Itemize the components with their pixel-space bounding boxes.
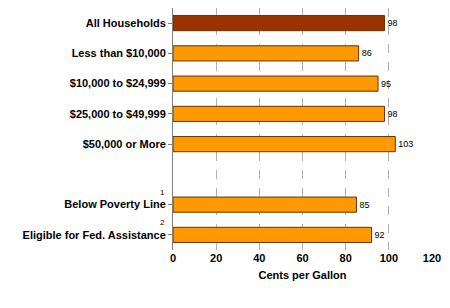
svg-text:0: 0 — [170, 252, 176, 264]
svg-text:85: 85 — [359, 200, 369, 210]
svg-text:Less than $10,000: Less than $10,000 — [72, 47, 166, 59]
svg-text:Cents per Gallon: Cents per Gallon — [258, 269, 346, 281]
svg-text:92: 92 — [375, 230, 385, 240]
svg-text:98: 98 — [388, 109, 398, 119]
svg-text:Eligible for Fed. Assistance: Eligible for Fed. Assistance — [23, 229, 166, 241]
svg-text:100: 100 — [380, 252, 398, 264]
svg-text:Below Poverty Line: Below Poverty Line — [64, 198, 165, 210]
svg-text:$50,000 or More: $50,000 or More — [83, 138, 166, 150]
svg-text:2: 2 — [160, 218, 165, 227]
svg-text:120: 120 — [423, 252, 441, 264]
svg-text:$10,000 to $24,999: $10,000 to $24,999 — [70, 77, 166, 89]
svg-text:95: 95 — [381, 79, 391, 89]
svg-text:1: 1 — [160, 188, 165, 197]
svg-text:All Households: All Households — [86, 17, 166, 29]
svg-text:20: 20 — [210, 252, 222, 264]
svg-text:86: 86 — [362, 48, 372, 58]
svg-text:98: 98 — [388, 18, 398, 28]
svg-text:80: 80 — [340, 252, 352, 264]
svg-text:$25,000 to $49,999: $25,000 to $49,999 — [70, 108, 166, 120]
svg-text:60: 60 — [296, 252, 308, 264]
svg-text:40: 40 — [253, 252, 265, 264]
svg-text:103: 103 — [398, 139, 413, 149]
